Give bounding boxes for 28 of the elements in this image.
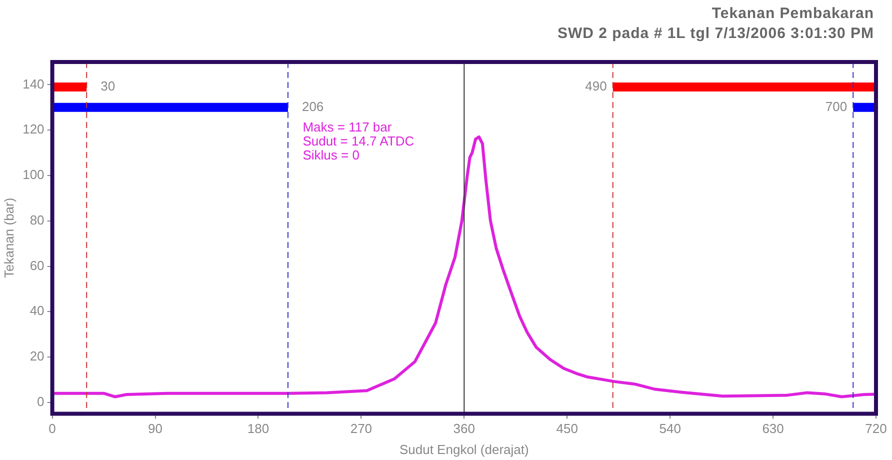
- x-tick-label: 270: [350, 421, 372, 436]
- annotation: Siklus = 0: [302, 148, 360, 163]
- x-tick-label: 540: [659, 421, 681, 436]
- y-tick-label: 40: [30, 303, 44, 318]
- x-tick-label: 0: [48, 421, 56, 436]
- x-tick-label: 90: [148, 421, 162, 436]
- y-tick-label: 60: [30, 258, 44, 273]
- annotation: Sudut = 14.7 ATDC: [302, 134, 414, 149]
- x-tick-label: 630: [762, 421, 784, 436]
- chart-subtitle: SWD 2 pada # 1L tgl 7/13/2006 3:01:30 PM: [557, 24, 874, 44]
- x-tick-label: 180: [247, 421, 270, 436]
- y-tick-label: 100: [22, 167, 44, 182]
- y-tick-label: 80: [30, 212, 44, 228]
- y-tick-label: 120: [22, 122, 44, 137]
- annotation: 206: [302, 98, 324, 114]
- y-tick-label: 0: [37, 394, 44, 410]
- x-tick-label: 360: [453, 421, 475, 436]
- annotation: 30: [100, 78, 116, 94]
- y-tick-label: 140: [22, 76, 44, 92]
- x-axis-title: Sudut Engkol (derajat): [399, 442, 529, 457]
- x-tick-label: 450: [556, 421, 578, 436]
- y-axis-title: Tekanan (bar): [1, 198, 16, 278]
- y-tick-label: 20: [30, 348, 44, 364]
- annotation: 490: [585, 78, 607, 94]
- x-tick-label: 720: [865, 421, 887, 436]
- chart-title: Tekanan Pembakaran: [710, 4, 874, 24]
- annotation: Maks = 117 bar: [302, 120, 392, 135]
- annotation: 700: [825, 98, 848, 114]
